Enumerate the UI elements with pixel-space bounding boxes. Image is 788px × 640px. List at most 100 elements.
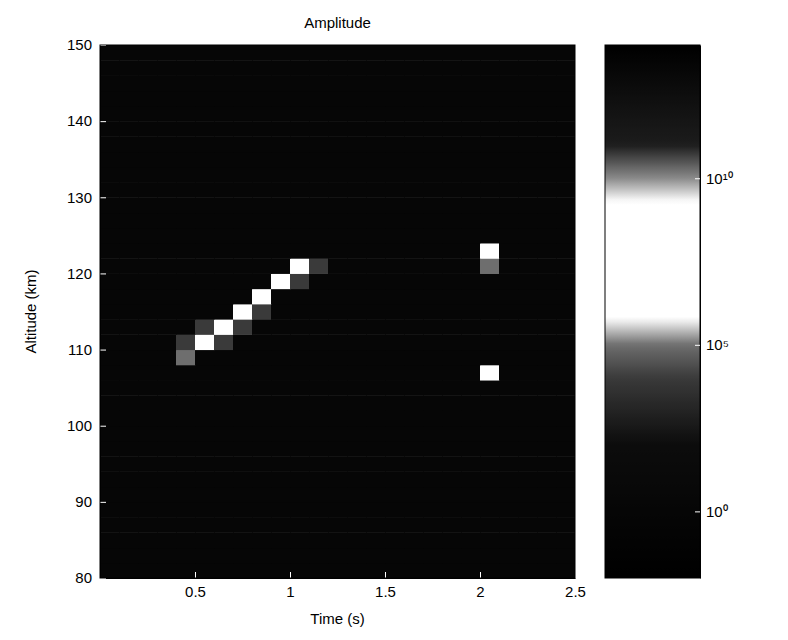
- heatmap-cell: [195, 243, 215, 259]
- heatmap-cell: [309, 289, 329, 305]
- heatmap-cell: [556, 380, 575, 396]
- heatmap-cell: [499, 563, 519, 578]
- heatmap-cell: [233, 258, 253, 274]
- heatmap-cell: [271, 456, 291, 472]
- heatmap-cell: [176, 213, 196, 229]
- heatmap-cell: [290, 441, 310, 457]
- heatmap-cell: [328, 121, 348, 137]
- heatmap-cell: [366, 228, 386, 244]
- heatmap-cell: [119, 350, 139, 366]
- tick-mark: [480, 572, 481, 578]
- heatmap-cell: [176, 91, 196, 107]
- heatmap-cell: [461, 380, 481, 396]
- heatmap-cell: [176, 136, 196, 152]
- heatmap-cell: [480, 258, 500, 274]
- heatmap-cell: [138, 334, 158, 350]
- heatmap-cells: [100, 45, 575, 578]
- tick-mark: [100, 502, 106, 503]
- heatmap-cell: [423, 426, 443, 442]
- heatmap-cell: [423, 502, 443, 518]
- heatmap-cell: [404, 365, 424, 381]
- heatmap-cell: [119, 517, 139, 533]
- heatmap-cell: [404, 60, 424, 76]
- heatmap-cell: [290, 60, 310, 76]
- heatmap-cell: [423, 121, 443, 137]
- heatmap-cell: [119, 167, 139, 183]
- heatmap-cell: [252, 60, 272, 76]
- heatmap-cell: [423, 167, 443, 183]
- y-axis-title: Altitude (km): [22, 269, 39, 353]
- heatmap-cell: [385, 213, 405, 229]
- heatmap-cell: [518, 471, 538, 487]
- heatmap-cell: [271, 289, 291, 305]
- heatmap-cell: [499, 273, 519, 289]
- heatmap-cell: [271, 563, 291, 578]
- tick-mark: [100, 197, 106, 198]
- heatmap-cell: [138, 182, 158, 198]
- heatmap-cell: [461, 273, 481, 289]
- heatmap-cell: [233, 152, 253, 168]
- heatmap-cell: [385, 182, 405, 198]
- heatmap-cell: [499, 456, 519, 472]
- heatmap-cell: [138, 304, 158, 320]
- heatmap-cell: [366, 319, 386, 335]
- heatmap-cell: [556, 441, 575, 457]
- heatmap-cell: [518, 197, 538, 213]
- heatmap-cell: [423, 487, 443, 503]
- heatmap-cell: [366, 532, 386, 548]
- heatmap-cell: [480, 45, 500, 61]
- heatmap-cell: [195, 350, 215, 366]
- heatmap-cell: [252, 471, 272, 487]
- heatmap-cell: [271, 410, 291, 426]
- heatmap-cell: [385, 441, 405, 457]
- heatmap-cell: [518, 319, 538, 335]
- heatmap-cell: [100, 410, 120, 426]
- heatmap-cell: [138, 106, 158, 122]
- heatmap-cell: [442, 502, 462, 518]
- heatmap-cell: [119, 75, 139, 91]
- heatmap-cell: [119, 273, 139, 289]
- heatmap-cell: [366, 273, 386, 289]
- heatmap-cell: [100, 228, 120, 244]
- heatmap-cell: [138, 213, 158, 229]
- heatmap-cell: [290, 213, 310, 229]
- heatmap-cell: [328, 350, 348, 366]
- heatmap-cell: [518, 334, 538, 350]
- heatmap-cell: [423, 334, 443, 350]
- heatmap-cell: [157, 380, 177, 396]
- heatmap-cell: [233, 380, 253, 396]
- heatmap-cell: [480, 121, 500, 137]
- heatmap-cell: [309, 258, 329, 274]
- heatmap-cell: [404, 350, 424, 366]
- heatmap-cell: [480, 106, 500, 122]
- heatmap-cell: [347, 75, 367, 91]
- heatmap-cell: [214, 45, 234, 61]
- heatmap-cell: [442, 441, 462, 457]
- heatmap-cell: [233, 471, 253, 487]
- heatmap-cell: [214, 487, 234, 503]
- heatmap-cell: [537, 502, 557, 518]
- heatmap-cell: [157, 243, 177, 259]
- heatmap-cell: [138, 121, 158, 137]
- heatmap-cell: [404, 426, 424, 442]
- heatmap-cell: [214, 75, 234, 91]
- heatmap-cell: [252, 380, 272, 396]
- heatmap-cell: [366, 487, 386, 503]
- colorbar: [605, 45, 700, 578]
- heatmap-cell: [214, 456, 234, 472]
- heatmap-cell: [100, 60, 120, 76]
- heatmap-cell: [195, 502, 215, 518]
- heatmap-cell: [271, 471, 291, 487]
- heatmap-cell: [480, 487, 500, 503]
- x-axis-title: Time (s): [310, 610, 364, 627]
- heatmap-cell: [214, 152, 234, 168]
- heatmap-cell: [214, 121, 234, 137]
- heatmap-cell: [442, 60, 462, 76]
- heatmap-cell: [461, 289, 481, 305]
- heatmap-cell: [119, 319, 139, 335]
- heatmap-cell: [195, 289, 215, 305]
- heatmap-cell: [366, 350, 386, 366]
- heatmap-cell: [347, 197, 367, 213]
- heatmap-cell: [404, 334, 424, 350]
- heatmap-cell: [138, 60, 158, 76]
